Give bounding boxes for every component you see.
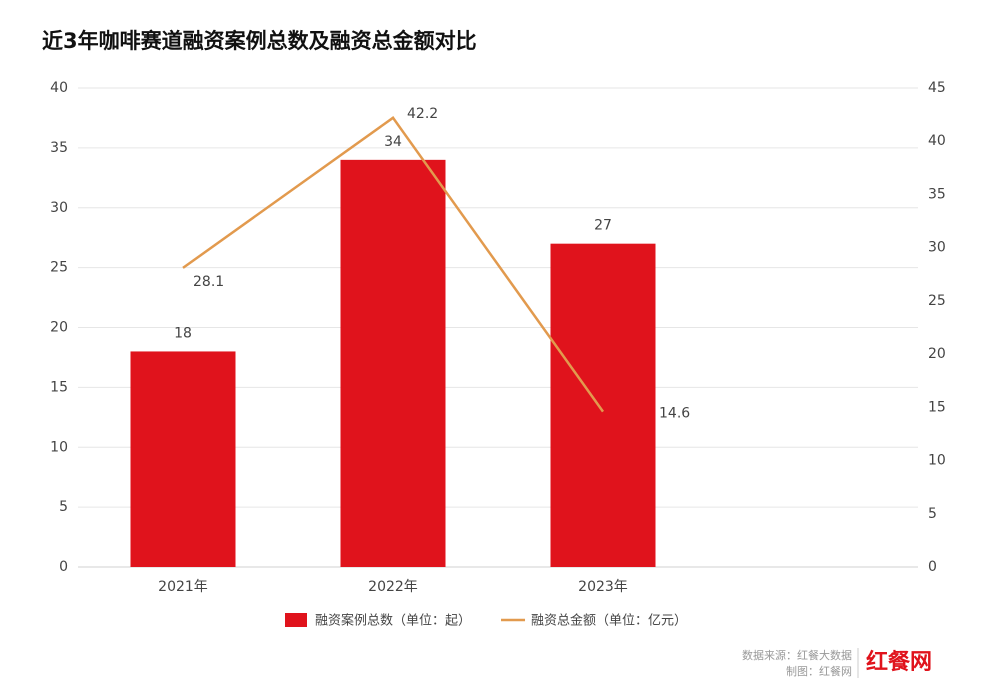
y2-tick-label: 25 — [928, 293, 946, 309]
y2-tick-label: 45 — [928, 80, 946, 96]
y2-tick-label: 10 — [928, 453, 946, 469]
data-label: 28.1 — [193, 274, 224, 290]
x-tick-label: 2023年 — [578, 579, 628, 595]
data-label: 18 — [174, 325, 192, 341]
logo: 红餐网 — [866, 649, 932, 675]
data-label: 14.6 — [659, 406, 690, 422]
y-tick-label: 5 — [59, 499, 68, 515]
y-tick-label: 35 — [50, 140, 68, 156]
y2-tick-label: 35 — [928, 186, 946, 202]
data-label: 42.2 — [407, 106, 438, 122]
legend-swatch — [285, 613, 307, 627]
x-tick-label: 2022年 — [368, 579, 418, 595]
y2-tick-label: 5 — [928, 506, 937, 522]
y-tick-label: 15 — [50, 379, 68, 395]
line — [182, 116, 605, 413]
source: 数据来源：红餐大数据 — [742, 648, 852, 662]
bar — [130, 351, 236, 567]
data-label: 27 — [594, 218, 612, 234]
y-tick-label: 10 — [50, 439, 68, 455]
y2-tick-label: 40 — [928, 133, 946, 149]
y-tick-label: 25 — [50, 260, 68, 276]
y2-tick-label: 30 — [928, 240, 946, 256]
y-tick-label: 0 — [59, 559, 68, 575]
x-tick-label: 2021年 — [158, 579, 208, 595]
bar — [340, 159, 446, 567]
y2-tick-label: 15 — [928, 399, 946, 415]
credit: 制图：红餐网 — [786, 664, 852, 678]
legend-label: 融资案例总数（单位：起） — [315, 614, 471, 629]
y-tick-label: 20 — [50, 320, 68, 336]
y-tick-label: 40 — [50, 80, 68, 96]
chart-title: 近3年咖啡赛道融资案例总数及融资总金额对比 — [42, 29, 477, 53]
y-tick-label: 30 — [50, 200, 68, 216]
y2-tick-label: 20 — [928, 346, 946, 362]
y2-tick-label: 0 — [928, 559, 937, 575]
bar — [550, 243, 656, 568]
legend-label: 融资总金额（单位：亿元） — [531, 613, 687, 629]
data-label: 34 — [384, 134, 402, 150]
